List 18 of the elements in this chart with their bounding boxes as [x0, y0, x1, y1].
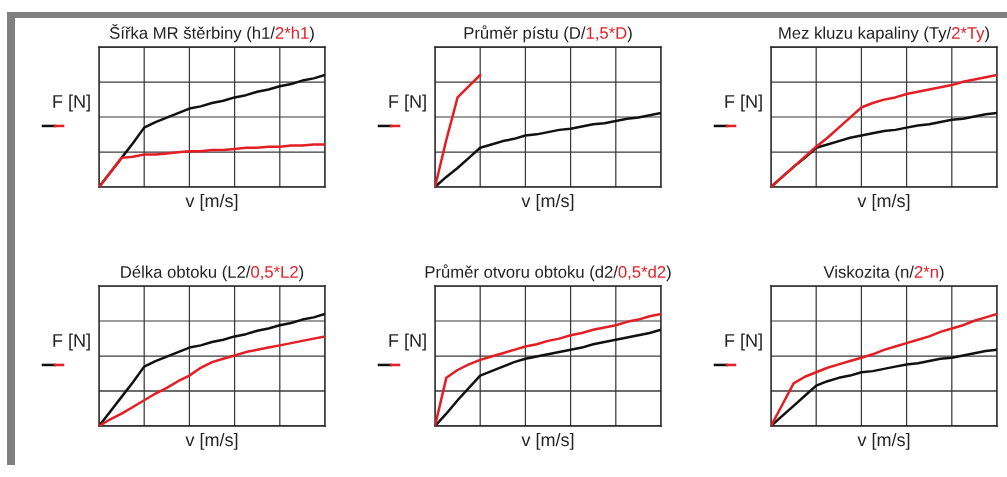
y-axis-title: F [N]	[389, 94, 426, 112]
y-axis-title: F [N]	[53, 94, 90, 112]
x-axis-title: v [m/s]	[185, 193, 238, 211]
x-axis-title: v [m/s]	[185, 432, 238, 450]
x-axis-title: v [m/s]	[857, 432, 910, 450]
chart-title: Délka obtoku (L2/0,5*L2)	[121, 265, 304, 282]
chart-title: Průměr otvoru obtoku (d2/0,5*d2)	[425, 264, 671, 282]
chart-title: Průměr pístu (D/1,5*D)	[464, 25, 632, 43]
chart-title: Viskozita (n/2*n)	[823, 265, 944, 282]
y-axis-title: F [N]	[53, 333, 90, 351]
y-axis-title: F [N]	[725, 333, 762, 351]
x-axis-title: v [m/s]	[521, 432, 574, 450]
y-axis-title: F [N]	[725, 94, 762, 112]
chart-title: Šířka MR štěrbiny (h1/2*h1)	[109, 24, 314, 43]
x-axis-title: v [m/s]	[857, 193, 910, 211]
x-axis-title: v [m/s]	[521, 193, 574, 211]
y-axis-title: F [N]	[389, 333, 426, 351]
chart-title: Mez kluzu kapaliny (Ty/2*Ty)	[779, 26, 990, 43]
